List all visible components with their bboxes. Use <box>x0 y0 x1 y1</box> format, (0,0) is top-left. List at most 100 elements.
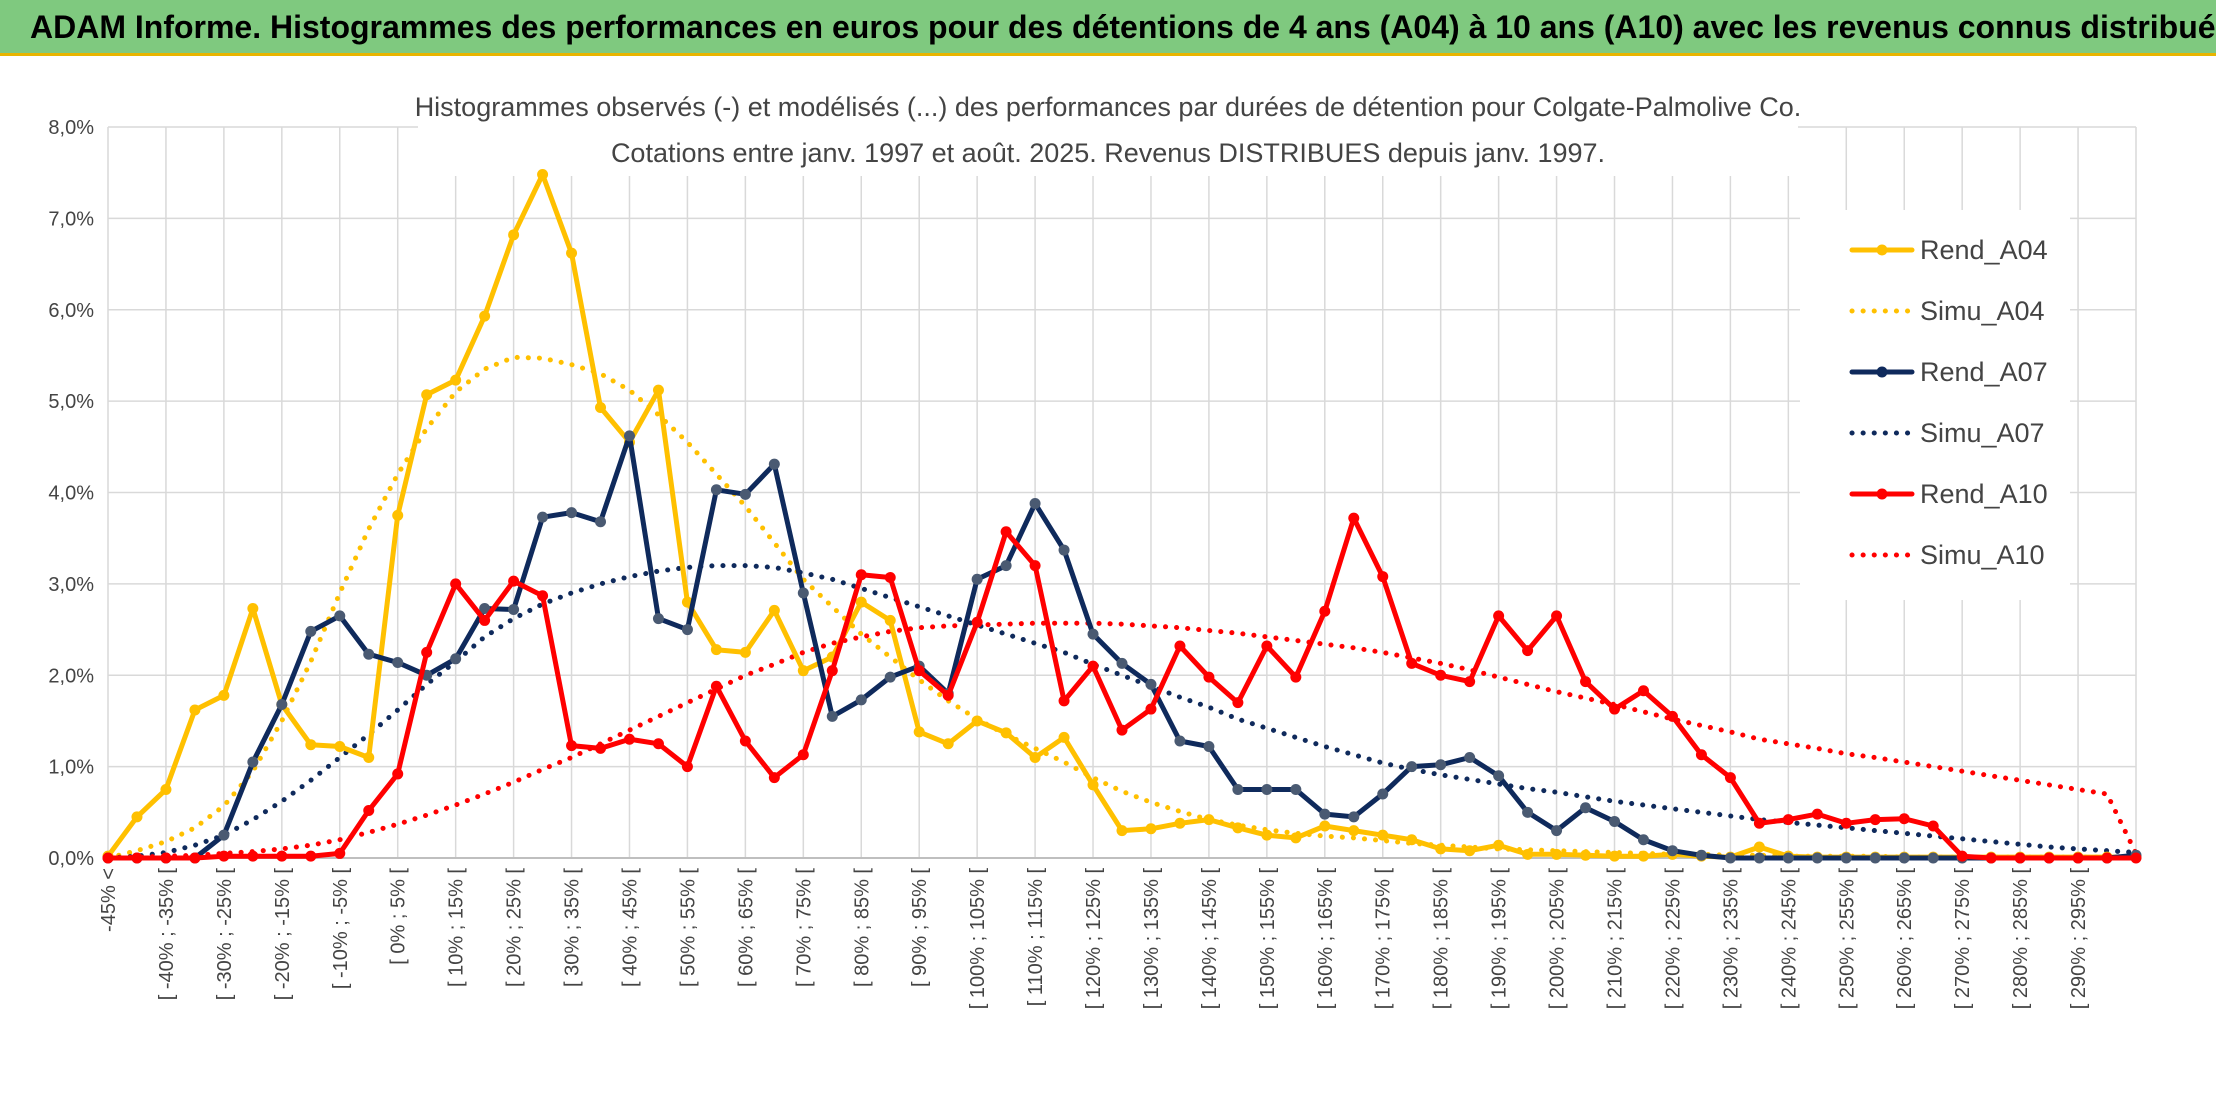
data-point <box>450 578 462 590</box>
data-point <box>1319 820 1331 832</box>
x-tick-label: [ 230% ; 235% [ <box>1720 868 1742 1010</box>
data-point <box>1261 640 1273 652</box>
y-tick-label: 8,0% <box>48 117 94 139</box>
data-point <box>566 740 578 752</box>
data-point <box>276 698 288 710</box>
data-point <box>1724 852 1736 864</box>
data-point <box>623 733 635 745</box>
series-rend-a10 <box>102 512 2142 864</box>
legend-marker <box>1876 366 1888 378</box>
data-point <box>479 603 491 615</box>
x-tick-label: [ 130% ; 135% [ <box>1141 868 1163 1010</box>
legend-item-simu-a10: Simu_A10 <box>1849 540 2045 570</box>
data-point <box>1695 749 1707 761</box>
data-point <box>1435 759 1447 771</box>
data-point <box>884 671 896 683</box>
series <box>102 169 2142 864</box>
data-point <box>971 616 983 628</box>
data-point <box>537 511 549 523</box>
legend-marker <box>1876 488 1888 500</box>
x-tick-label: [ 70% ; 75% [ <box>793 868 815 987</box>
chart-title: Histogrammes observés (-) et modélisés (… <box>415 92 1802 122</box>
y-tick-label: 0,0% <box>48 848 94 870</box>
data-point <box>1782 852 1794 864</box>
legend-label: Rend_A04 <box>1920 235 2048 265</box>
x-tick-label: [ 260% ; 265% [ <box>1894 868 1916 1010</box>
data-point <box>2072 852 2084 864</box>
y-tick-label: 6,0% <box>48 300 94 322</box>
data-point <box>1609 815 1621 827</box>
data-point <box>1319 605 1331 617</box>
data-point <box>1406 761 1418 773</box>
data-point <box>1116 657 1128 669</box>
data-point <box>1637 685 1649 697</box>
legend-item-rend-a10: Rend_A10 <box>1849 479 2048 509</box>
data-point <box>450 374 462 386</box>
data-point <box>1232 783 1244 795</box>
legend-item-simu-a04: Simu_A04 <box>1849 296 2045 326</box>
data-point <box>1377 571 1389 583</box>
x-tick-label: [ 120% ; 125% [ <box>1083 868 1105 1010</box>
x-tick-label: [ 240% ; 245% [ <box>1778 868 1800 1010</box>
data-point <box>2043 852 2055 864</box>
data-point <box>537 590 549 602</box>
data-point <box>1232 697 1244 709</box>
data-point <box>1724 772 1736 784</box>
data-point <box>1493 839 1505 851</box>
data-point <box>1000 727 1012 739</box>
data-point <box>1058 544 1070 556</box>
data-point <box>1464 845 1476 857</box>
x-tick-label: -45% < <box>98 868 120 932</box>
data-point <box>652 384 664 396</box>
data-point <box>421 389 433 401</box>
data-point <box>1695 849 1707 861</box>
data-point <box>305 739 317 751</box>
data-point <box>739 488 751 500</box>
x-tick-label: [ 100% ; 105% [ <box>967 868 989 1010</box>
y-tick-label: 2,0% <box>48 665 94 687</box>
data-point <box>595 742 607 754</box>
data-point <box>1377 788 1389 800</box>
data-point <box>942 738 954 750</box>
x-tick-label: [ 290% ; 295% [ <box>2068 868 2090 1010</box>
data-point <box>363 804 375 816</box>
x-tick-label: [ 200% ; 205% [ <box>1547 868 1569 1010</box>
data-point <box>160 783 172 795</box>
data-point <box>855 569 867 581</box>
data-point <box>1753 817 1765 829</box>
data-point <box>160 852 172 864</box>
series-simu-a07 <box>105 563 2139 861</box>
data-point <box>1232 822 1244 834</box>
data-point <box>1493 770 1505 782</box>
x-tick-label: [ 60% ; 65% [ <box>735 868 757 987</box>
data-point <box>1058 695 1070 707</box>
data-point <box>1087 628 1099 640</box>
data-point <box>508 575 520 587</box>
y-tick-label: 5,0% <box>48 391 94 413</box>
data-point <box>1435 669 1447 681</box>
x-tick-label: [ -20% ; -15% [ <box>272 868 294 1001</box>
data-point <box>1029 751 1041 763</box>
y-axis: 0,0% 1,0% 2,0% 3,0% 4,0% 5,0% 6,0% 7,0% 8,0% <box>48 117 94 870</box>
legend-marker <box>1876 244 1888 256</box>
data-point <box>884 571 896 583</box>
data-point <box>1637 834 1649 846</box>
data-point <box>305 625 317 637</box>
series-simu-a10 <box>105 620 2139 861</box>
x-tick-label: [ 170% ; 175% [ <box>1373 868 1395 1010</box>
data-point <box>334 610 346 622</box>
data-point <box>768 458 780 470</box>
data-point <box>1753 852 1765 864</box>
data-point <box>1406 834 1418 846</box>
data-point <box>537 169 549 181</box>
data-point <box>1435 843 1447 855</box>
x-tick-label: [ 190% ; 195% [ <box>1489 868 1511 1010</box>
x-axis: -45% < [ -40% ; -35% [[ -30% ; -25% [[ -2… <box>98 857 2136 1010</box>
data-point <box>1319 808 1331 820</box>
x-tick-label: [ 10% ; 15% [ <box>446 868 468 987</box>
data-point <box>1522 806 1534 818</box>
data-point <box>652 738 664 750</box>
data-point <box>131 811 143 823</box>
data-point <box>855 694 867 706</box>
